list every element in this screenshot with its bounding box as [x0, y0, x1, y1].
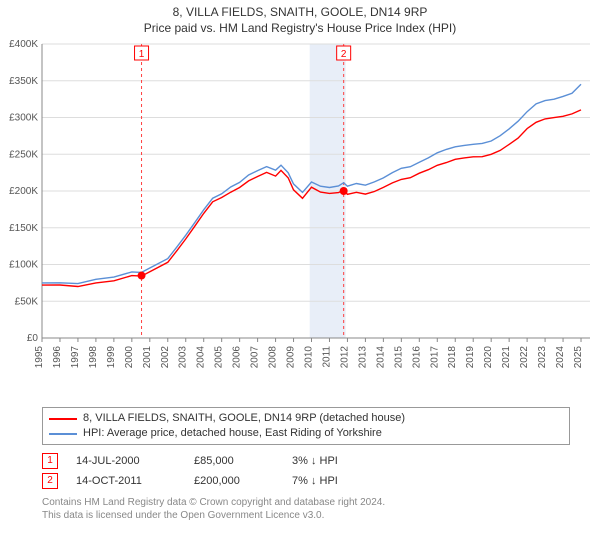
svg-text:2006: 2006	[232, 346, 243, 369]
datapoint-row: 1 14-JUL-2000 £85,000 3% ↓ HPI	[42, 451, 570, 471]
svg-text:2024: 2024	[555, 346, 566, 369]
footnote-line: This data is licensed under the Open Gov…	[42, 510, 570, 523]
svg-text:2008: 2008	[268, 346, 279, 369]
svg-text:2021: 2021	[501, 346, 512, 369]
legend-swatch	[49, 433, 77, 435]
svg-text:2007: 2007	[250, 346, 261, 369]
svg-text:2014: 2014	[375, 346, 386, 369]
svg-text:2004: 2004	[196, 346, 207, 369]
svg-text:£250K: £250K	[9, 150, 38, 161]
price-chart: £0 £50K £100K £150K £200K £250K £300K £350K £400…	[0, 38, 600, 398]
sale-datapoints: 1 14-JUL-2000 £85,000 3% ↓ HPI 2 14-OCT-2011 £…	[42, 451, 570, 491]
footnote-line: Contains HM Land Registry data © Crown c…	[42, 497, 570, 510]
svg-text:£0: £0	[27, 333, 39, 344]
datapoint-date: 14-JUL-2000	[76, 455, 176, 467]
svg-text:2013: 2013	[357, 346, 368, 369]
svg-text:£300K: £300K	[9, 113, 38, 124]
svg-text:2010: 2010	[304, 346, 315, 369]
svg-text:2002: 2002	[160, 346, 171, 369]
svg-text:£400K: £400K	[9, 39, 38, 50]
legend-swatch	[49, 418, 77, 420]
datapoint-marker: 2	[42, 473, 58, 489]
svg-text:2025: 2025	[573, 346, 584, 369]
svg-text:2005: 2005	[214, 346, 225, 369]
svg-text:1999: 1999	[106, 346, 117, 369]
chart-area: £0 £50K £100K £150K £200K £250K £300K £350K £400…	[0, 38, 600, 403]
svg-text:2: 2	[341, 49, 347, 60]
svg-text:£350K: £350K	[9, 76, 38, 87]
svg-text:2023: 2023	[537, 346, 548, 369]
svg-text:2001: 2001	[142, 346, 153, 369]
svg-text:2015: 2015	[393, 346, 404, 369]
svg-text:1: 1	[139, 49, 145, 60]
datapoint-marker: 1	[42, 453, 58, 469]
footnote: Contains HM Land Registry data © Crown c…	[42, 497, 570, 522]
svg-text:£100K: £100K	[9, 260, 38, 271]
svg-text:2009: 2009	[286, 346, 297, 369]
datapoint-delta: 7% ↓ HPI	[292, 475, 338, 487]
svg-text:2012: 2012	[339, 346, 350, 369]
svg-text:2011: 2011	[321, 346, 332, 368]
svg-text:2000: 2000	[124, 346, 135, 369]
chart-title: 8, VILLA FIELDS, SNAITH, GOOLE, DN14 9RP	[0, 0, 600, 20]
datapoint-row: 2 14-OCT-2011 £200,000 7% ↓ HPI	[42, 471, 570, 491]
datapoint-date: 14-OCT-2011	[76, 475, 176, 487]
svg-text:2003: 2003	[178, 346, 189, 369]
svg-text:£200K: £200K	[9, 186, 38, 197]
svg-text:2022: 2022	[519, 346, 530, 369]
svg-text:1995: 1995	[34, 346, 45, 369]
datapoint-price: £85,000	[194, 455, 274, 467]
svg-text:2016: 2016	[411, 346, 422, 369]
svg-text:1996: 1996	[52, 346, 63, 369]
svg-text:2020: 2020	[483, 346, 494, 369]
svg-text:2017: 2017	[429, 346, 440, 369]
datapoint-price: £200,000	[194, 475, 274, 487]
datapoint-delta: 3% ↓ HPI	[292, 455, 338, 467]
legend-label: 8, VILLA FIELDS, SNAITH, GOOLE, DN14 9RP…	[83, 411, 405, 426]
legend: 8, VILLA FIELDS, SNAITH, GOOLE, DN14 9RP…	[42, 407, 570, 445]
svg-text:£150K: £150K	[9, 223, 38, 234]
legend-item: 8, VILLA FIELDS, SNAITH, GOOLE, DN14 9RP…	[49, 411, 563, 426]
svg-text:2019: 2019	[465, 346, 476, 369]
legend-label: HPI: Average price, detached house, East…	[83, 426, 382, 441]
svg-text:1997: 1997	[70, 346, 81, 369]
svg-text:£50K: £50K	[15, 297, 39, 308]
legend-item: HPI: Average price, detached house, East…	[49, 426, 563, 441]
chart-subtitle: Price paid vs. HM Land Registry's House …	[0, 20, 600, 38]
svg-text:2018: 2018	[447, 346, 458, 369]
svg-text:1998: 1998	[88, 346, 99, 369]
